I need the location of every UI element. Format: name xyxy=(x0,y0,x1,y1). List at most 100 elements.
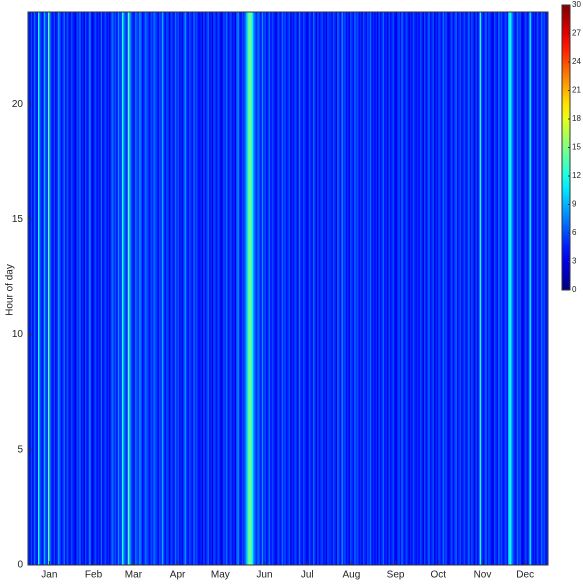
heat-column xyxy=(412,12,415,565)
heat-column xyxy=(167,12,170,565)
heat-column xyxy=(365,12,368,565)
heat-column xyxy=(154,12,157,565)
heat-column xyxy=(459,12,462,565)
heat-column xyxy=(285,12,288,565)
heat-column xyxy=(509,12,512,565)
heat-column xyxy=(180,12,183,565)
heat-column xyxy=(253,12,255,565)
heat-column xyxy=(499,12,502,565)
heat-column xyxy=(234,12,237,565)
colorbar-tick-label: 24 xyxy=(572,57,581,66)
heat-column xyxy=(532,12,535,565)
heat-column xyxy=(354,12,357,565)
heat-column xyxy=(45,12,47,565)
heat-column xyxy=(244,12,247,565)
heat-column xyxy=(161,12,164,565)
heat-column xyxy=(318,12,321,565)
heat-column xyxy=(120,12,123,565)
y-tick-label: 0 xyxy=(17,560,23,571)
heat-column xyxy=(449,12,452,565)
heat-column xyxy=(378,12,381,565)
heat-column xyxy=(357,12,359,565)
heat-column xyxy=(300,12,302,565)
heat-column xyxy=(347,12,349,565)
heat-column xyxy=(381,12,384,565)
heat-column xyxy=(304,12,307,565)
heat-column xyxy=(156,12,159,565)
heat-column xyxy=(173,12,176,565)
heat-column xyxy=(367,12,369,565)
heat-column xyxy=(364,12,367,565)
heat-column xyxy=(157,12,160,565)
heat-column xyxy=(448,12,451,565)
heat-column xyxy=(49,12,52,565)
x-tick-label: Jul xyxy=(301,570,314,581)
heat-column xyxy=(546,12,549,565)
heat-column xyxy=(385,12,388,565)
heat-column xyxy=(147,12,150,565)
x-tick-label: Apr xyxy=(170,570,186,581)
heat-column xyxy=(129,12,131,565)
heat-column xyxy=(394,12,396,565)
heat-column xyxy=(542,12,545,565)
heat-column xyxy=(134,12,137,565)
heat-column xyxy=(513,12,516,565)
heat-column xyxy=(264,12,267,565)
heat-column xyxy=(396,12,399,565)
heat-column xyxy=(325,12,328,565)
x-tick-label: Mar xyxy=(125,570,143,581)
heat-column xyxy=(368,12,371,565)
heat-column xyxy=(207,12,210,565)
heat-column xyxy=(181,12,184,565)
heat-column xyxy=(193,12,196,565)
heat-column xyxy=(295,12,298,565)
heat-column xyxy=(284,12,287,565)
heat-column xyxy=(344,12,347,565)
heat-column xyxy=(187,12,190,565)
heat-column xyxy=(322,12,325,565)
heat-column xyxy=(523,12,526,565)
heat-column xyxy=(66,12,69,565)
heat-column xyxy=(190,12,193,565)
colorbar-tick-label: 30 xyxy=(572,0,581,9)
heat-column xyxy=(402,12,405,565)
heat-column xyxy=(59,12,62,565)
heat-column xyxy=(539,12,542,565)
heat-column xyxy=(201,12,204,565)
heat-column xyxy=(415,12,418,565)
heat-column xyxy=(472,12,475,565)
heat-column xyxy=(331,12,334,565)
heat-column xyxy=(358,12,361,565)
heat-column xyxy=(227,12,230,565)
heat-column xyxy=(200,12,203,565)
heat-column xyxy=(194,12,197,565)
heat-column xyxy=(208,12,211,565)
heat-column xyxy=(270,12,273,565)
heat-column xyxy=(203,12,206,565)
heat-column xyxy=(482,12,485,565)
heat-column xyxy=(545,12,547,565)
heat-column xyxy=(361,12,364,565)
heat-column xyxy=(265,12,268,565)
heat-column xyxy=(404,12,406,565)
heat-column xyxy=(143,12,146,565)
heat-column xyxy=(198,12,201,565)
heat-column xyxy=(126,12,129,565)
heat-column xyxy=(375,12,378,565)
heat-column xyxy=(248,12,251,565)
heat-column xyxy=(52,12,55,565)
y-tick-label: 20 xyxy=(12,99,24,110)
heat-column xyxy=(536,12,539,565)
heat-column xyxy=(498,12,500,565)
heat-column xyxy=(515,12,518,565)
heat-column xyxy=(483,12,486,565)
heat-column xyxy=(250,12,253,565)
heat-column xyxy=(496,12,499,565)
heat-column xyxy=(53,12,56,565)
x-tick-label: Nov xyxy=(474,570,492,581)
heat-column xyxy=(96,12,99,565)
heat-column xyxy=(520,12,523,565)
heat-column xyxy=(174,12,177,565)
heat-column xyxy=(312,12,315,565)
heat-column xyxy=(107,12,110,565)
